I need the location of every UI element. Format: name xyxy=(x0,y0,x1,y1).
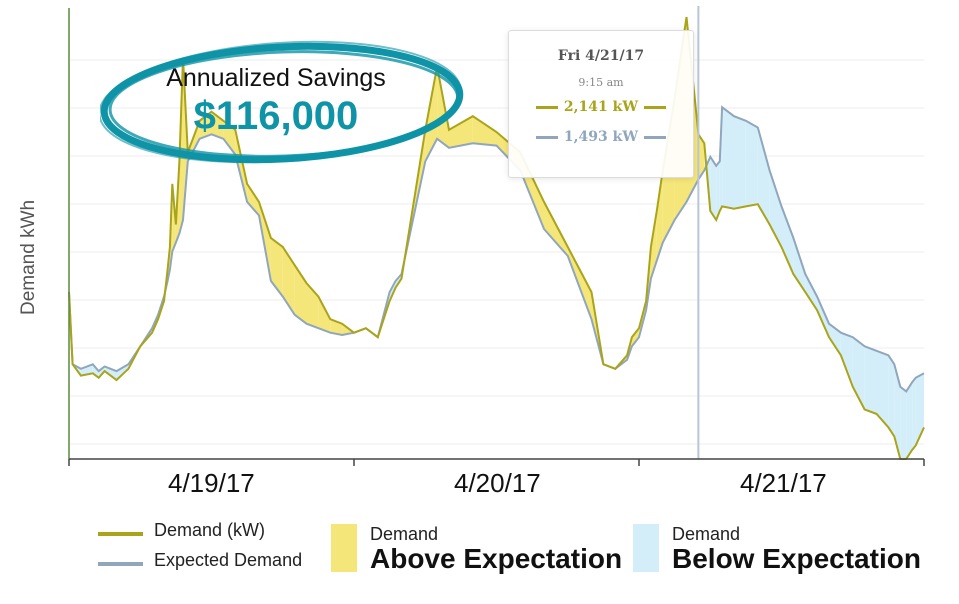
legend-demand-swatch xyxy=(98,532,143,536)
fill-above-expectation xyxy=(698,134,705,180)
fill-below-expectation xyxy=(888,355,895,437)
expected-dash-icon xyxy=(644,135,667,139)
series-demand-line xyxy=(68,16,925,460)
series-expected-line xyxy=(68,105,925,393)
fill-below-expectation xyxy=(840,332,853,387)
tooltip-expected-value: 1,493 kW xyxy=(563,129,639,145)
y-axis-label-container: Demand kWh xyxy=(8,200,48,315)
fill-below-expectation xyxy=(876,350,889,428)
fill-above-expectation xyxy=(472,116,497,146)
legend-below-swatch xyxy=(633,524,659,572)
fill-below-expectation xyxy=(757,127,770,225)
fill-above-expectation xyxy=(449,116,473,148)
tooltip-time: 9:15 am xyxy=(578,76,624,89)
fill-below-expectation xyxy=(864,346,877,414)
demand-dash-icon xyxy=(535,105,558,109)
fill-above-expectation xyxy=(544,201,568,257)
legend-below-big: Below Expectation xyxy=(672,543,921,574)
fill-above-expectation xyxy=(650,210,657,279)
tooltip-demand-value: 2,141 kW xyxy=(563,99,639,115)
y-axis-label: Demand kWh xyxy=(18,199,39,315)
tooltip-expected-row: 1,493 kW xyxy=(509,129,693,145)
tooltip-demand-row: 2,141 kW xyxy=(509,99,693,115)
fill-above-expectation xyxy=(223,120,236,155)
fill-above-expectation xyxy=(425,66,438,162)
axes xyxy=(68,8,925,466)
fill-below-expectation xyxy=(110,368,117,381)
fill-above-expectation xyxy=(270,238,283,297)
fill-below-expectation xyxy=(900,386,907,459)
savings-callout: Annualized Savings $116,000 xyxy=(100,38,480,168)
demand-dash-icon xyxy=(644,105,667,109)
x-tick-label-4-19: 4/19/17 xyxy=(168,468,255,498)
fill-above-expectation xyxy=(282,247,295,315)
legend-above-small: Demand xyxy=(370,524,439,544)
fill-below-expectation xyxy=(722,107,734,209)
legend-expected-label: Expected Demand xyxy=(154,550,303,570)
series-lines xyxy=(68,6,925,460)
fill-below-expectation xyxy=(912,377,916,450)
fill-below-expectation xyxy=(769,170,782,248)
fill-below-expectation xyxy=(894,364,901,459)
expected-dash-icon xyxy=(535,135,558,139)
fill-above-expectation xyxy=(247,183,259,216)
fill-below-expectation xyxy=(745,120,758,207)
tooltip-date: Fri 4/21/17 xyxy=(557,48,645,64)
fill-below-expectation xyxy=(793,238,806,293)
fill-below-expectation xyxy=(734,116,746,209)
savings-title: Annualized Savings xyxy=(166,64,386,92)
fill-below-expectation xyxy=(915,373,924,446)
fill-below-expectation xyxy=(817,296,829,338)
fill-below-expectation xyxy=(80,364,93,376)
fill-below-expectation xyxy=(710,156,717,220)
fill-above-expectation xyxy=(631,328,639,347)
savings-value: $116,000 xyxy=(193,94,359,138)
x-tick-label-4-20: 4/20/17 xyxy=(454,468,541,498)
legend-demand-label: Demand (kW) xyxy=(154,520,266,540)
fill-above-expectation xyxy=(318,296,331,333)
legend-above-big: Above Expectation xyxy=(370,543,623,574)
fill-below-expectation xyxy=(716,161,720,220)
hover-tooltip: Fri 4/21/17 9:15 am 2,141 kW 1,493 kW xyxy=(508,30,694,178)
fill-below-expectation xyxy=(781,206,794,275)
fill-below-expectation xyxy=(805,274,818,311)
legend-above-swatch xyxy=(331,524,357,572)
fill-below-expectation xyxy=(906,382,913,459)
legend-below-small: Demand xyxy=(672,524,741,544)
legend-expected-swatch xyxy=(98,562,143,566)
brush-ellipse-icon xyxy=(100,40,464,164)
fill-above-expectation xyxy=(656,170,663,261)
x-tick-label-4-21: 4/21/17 xyxy=(740,468,827,498)
